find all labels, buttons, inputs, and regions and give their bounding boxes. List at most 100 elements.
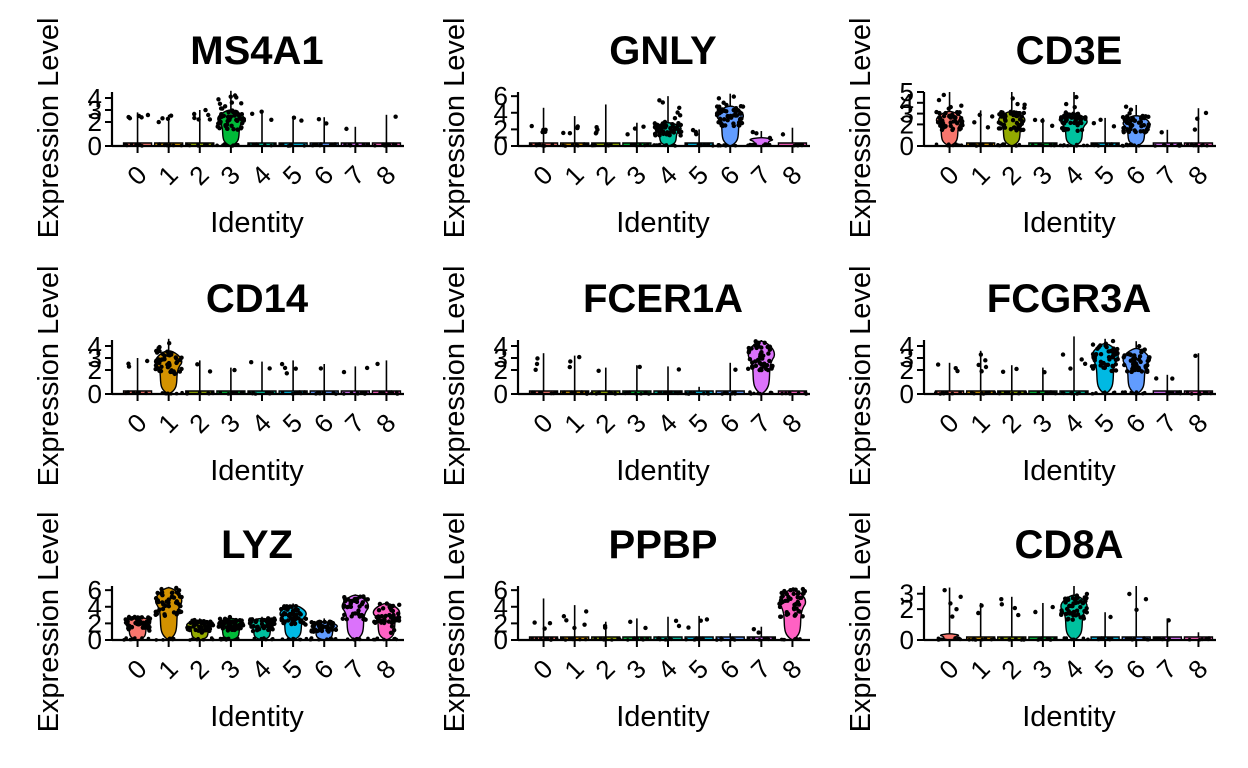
data-point	[219, 114, 225, 119]
data-point	[1010, 96, 1015, 101]
data-point	[1193, 353, 1198, 359]
y-tick-label: 0	[88, 131, 102, 161]
data-point	[250, 628, 256, 634]
data-point	[1104, 344, 1109, 350]
x-tick-label: 3	[620, 408, 651, 439]
data-point	[356, 611, 361, 617]
data-point	[229, 123, 234, 129]
data-point	[162, 613, 168, 618]
data-point	[1089, 364, 1095, 369]
data-point	[249, 360, 254, 365]
data-point	[155, 366, 161, 371]
x-tick-label: 0	[933, 654, 964, 685]
x-tick-label: 8	[776, 654, 807, 685]
data-point	[1078, 118, 1083, 123]
y-tick-label: 3	[88, 95, 102, 125]
x-tick-label: 1	[558, 654, 589, 685]
x-tick-label: 7	[745, 654, 776, 685]
x-axis-label: Identity	[210, 207, 304, 239]
data-point	[716, 107, 722, 113]
x-tick-label: 3	[214, 160, 245, 191]
x-tick-label: 7	[339, 654, 370, 685]
x-tick-label: 8	[370, 160, 401, 191]
data-point	[596, 368, 601, 374]
data-point	[561, 130, 566, 136]
data-point	[254, 627, 260, 633]
data-point	[716, 96, 722, 101]
data-point	[333, 627, 339, 633]
data-point	[750, 129, 756, 135]
data-point	[198, 619, 204, 624]
data-point	[1115, 346, 1120, 352]
data-point	[259, 109, 264, 114]
data-point	[145, 112, 151, 118]
x-tick-label: 7	[1151, 654, 1182, 685]
data-point	[675, 110, 680, 115]
x-tick-label: 3	[214, 654, 245, 685]
data-point	[154, 350, 160, 355]
data-point	[136, 113, 142, 119]
x-tick-label: 4	[246, 654, 277, 685]
data-point	[217, 125, 222, 131]
data-point	[1128, 358, 1134, 363]
data-point	[660, 100, 666, 105]
data-point	[1137, 367, 1142, 373]
data-point	[1016, 612, 1021, 618]
data-point	[1154, 376, 1159, 381]
data-point	[298, 612, 303, 617]
data-point	[990, 114, 995, 119]
x-tick-label: 2	[589, 160, 620, 191]
data-point	[754, 131, 759, 136]
data-point	[755, 357, 761, 362]
data-point	[721, 117, 727, 122]
data-point	[795, 591, 801, 597]
data-point	[1073, 117, 1079, 122]
data-point	[1120, 115, 1126, 120]
data-point	[320, 624, 326, 629]
data-point	[165, 365, 171, 370]
data-point	[217, 620, 222, 626]
data-point	[1103, 341, 1109, 346]
x-tick-label: 1	[964, 408, 995, 439]
data-point	[625, 132, 630, 137]
data-point	[1132, 128, 1137, 133]
data-point	[228, 624, 234, 630]
panel-title: FCER1A	[583, 277, 743, 321]
data-point	[345, 604, 350, 610]
x-tick-label: 3	[214, 408, 245, 439]
data-point	[230, 620, 235, 625]
data-point	[393, 114, 398, 119]
data-point	[1195, 116, 1200, 121]
data-point	[1090, 351, 1096, 357]
x-tick-label: 5	[1089, 160, 1120, 191]
data-point	[575, 124, 580, 129]
data-point	[1132, 118, 1137, 123]
data-point	[1068, 366, 1073, 371]
data-point	[165, 116, 171, 122]
data-point	[1070, 610, 1076, 615]
data-point	[762, 340, 767, 345]
data-point	[197, 624, 202, 630]
x-tick-label: 1	[152, 408, 183, 439]
y-tick-label: 2	[88, 608, 102, 638]
y-tick-label: 2	[900, 109, 914, 139]
data-point	[724, 102, 729, 108]
x-tick-label: 1	[964, 160, 995, 191]
data-point	[793, 612, 798, 617]
data-point	[1012, 605, 1018, 611]
x-tick-label: 0	[121, 654, 152, 685]
data-point	[381, 620, 386, 625]
data-point	[740, 104, 746, 109]
data-point	[954, 607, 959, 612]
data-point	[227, 614, 233, 620]
data-point	[941, 92, 946, 98]
data-point	[177, 369, 183, 374]
data-point	[1082, 115, 1088, 120]
data-point	[529, 123, 534, 129]
data-point	[1049, 123, 1055, 128]
x-axis-label: Identity	[616, 701, 710, 733]
y-tick-label: 0	[88, 379, 102, 409]
y-tick-label: 0	[494, 131, 508, 161]
data-point	[736, 122, 741, 128]
